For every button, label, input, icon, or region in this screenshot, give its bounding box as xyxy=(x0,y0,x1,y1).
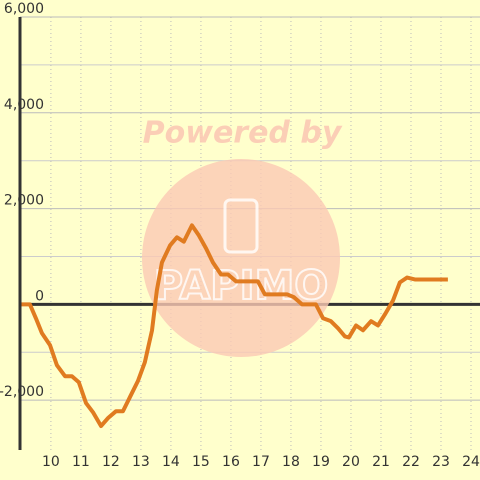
x-tick-label: 19 xyxy=(312,454,330,470)
y-tick-label: 0 xyxy=(35,288,44,304)
x-tick-label: 12 xyxy=(102,454,120,470)
y-tick-label: 6,000 xyxy=(4,1,44,17)
y-tick-label: 2,000 xyxy=(4,193,44,209)
watermark: Powered by xyxy=(143,116,343,151)
data-line xyxy=(20,223,448,429)
watermark-logo: PAPIMO Powered by xyxy=(142,116,343,357)
logo-circle xyxy=(142,159,340,357)
x-tick-label: 24 xyxy=(462,454,480,470)
x-tick-label: 18 xyxy=(282,454,300,470)
x-tick-label: 10 xyxy=(42,454,60,470)
x-tick-label: 15 xyxy=(192,454,210,470)
y-tick-label: -2,000 xyxy=(0,384,44,400)
x-tick-label: 17 xyxy=(252,454,270,470)
x-tick-label: 11 xyxy=(72,454,90,470)
x-tick-label: 23 xyxy=(432,454,450,470)
x-tick-label: 14 xyxy=(162,454,180,470)
x-tick-label: 22 xyxy=(402,454,420,470)
x-tick-label: 13 xyxy=(132,454,150,470)
x-tick-label: 21 xyxy=(372,454,390,470)
y-tick-label: 4,000 xyxy=(4,97,44,113)
plot xyxy=(20,223,448,429)
logo-icon xyxy=(223,198,259,254)
x-tick-label: 16 xyxy=(222,454,240,470)
x-tick-label: 20 xyxy=(342,454,360,470)
